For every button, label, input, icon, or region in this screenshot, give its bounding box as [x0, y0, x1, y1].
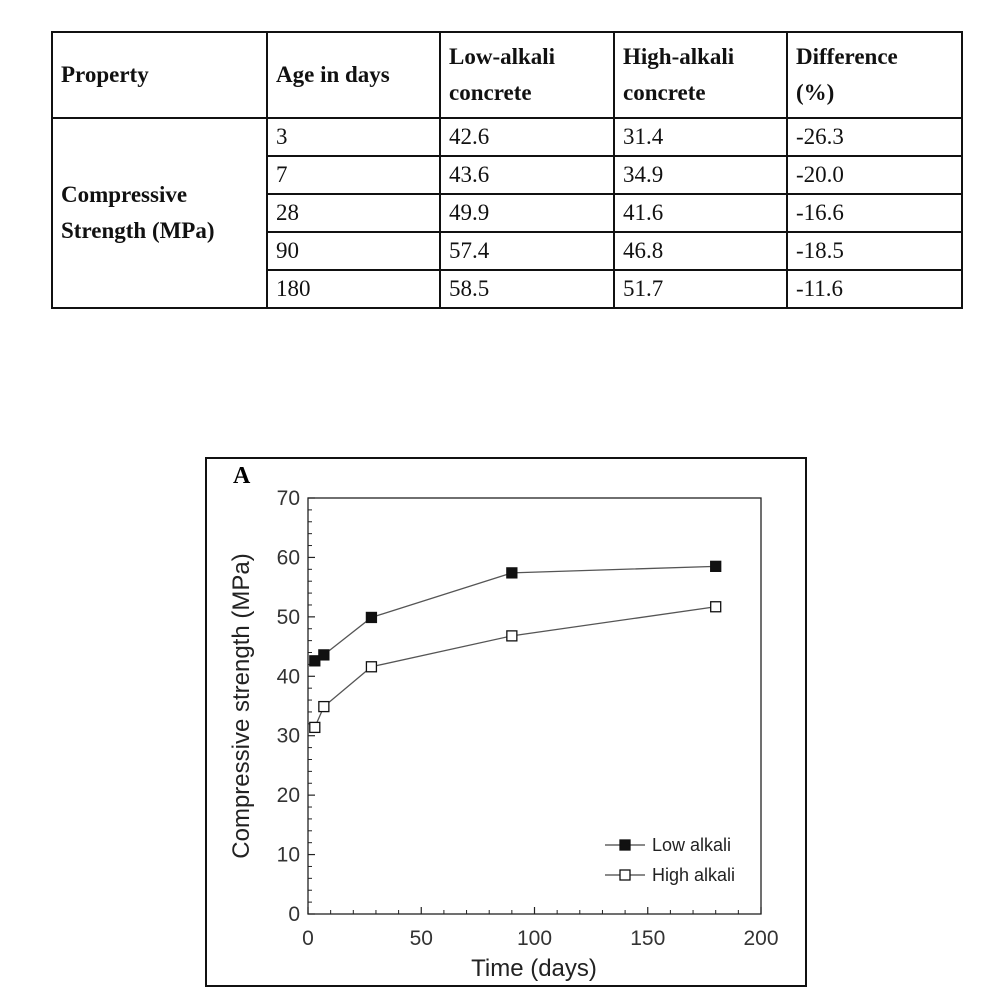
difference-cell: -18.5	[786, 231, 963, 271]
chart-frame	[205, 457, 807, 987]
strength-line-chart: A 0 10 20 30 40 50 60 70 0 50 100 150 200 Compressi…	[228, 463, 779, 982]
y-tick-label: 70	[277, 487, 300, 510]
y-tick-label: 20	[277, 784, 300, 807]
y-tick-label: 30	[277, 725, 300, 748]
header-high-alkali: High-alkali concrete	[613, 31, 788, 119]
x-tick-label: 0	[302, 927, 314, 950]
y-tick-label: 0	[288, 903, 300, 926]
table-row: 28 49.9 41.6 -16.6	[52, 193, 963, 233]
age-cell: 180	[266, 269, 441, 309]
legend-marker	[619, 869, 631, 881]
panel-label: A	[233, 463, 251, 489]
header-difference: Difference (%)	[786, 31, 963, 119]
data-point-low-alkali	[710, 560, 722, 572]
property-cell: Compressive Strength (MPa)	[51, 117, 268, 309]
high-alkali-cell: 41.6	[613, 193, 788, 233]
low-alkali-cell: 43.6	[439, 155, 615, 195]
low-alkali-cell: 58.5	[439, 269, 615, 309]
difference-cell: -11.6	[786, 269, 963, 309]
data-point-high-alkali	[710, 601, 722, 613]
high-alkali-cell: 46.8	[613, 231, 788, 271]
x-tick-label: 150	[630, 927, 665, 950]
legend-label: Low alkali	[652, 835, 731, 855]
age-cell: 3	[266, 117, 441, 157]
high-alkali-cell: 31.4	[613, 117, 788, 157]
x-tick-label: 200	[743, 927, 778, 950]
legend-marker	[619, 839, 631, 851]
low-alkali-cell: 49.9	[439, 193, 615, 233]
age-cell: 28	[266, 193, 441, 233]
table-row: Compressive Strength (MPa) 3 42.6 31.4 -2…	[51, 117, 963, 309]
difference-cell: -20.0	[786, 155, 963, 195]
high-alkali-cell: 51.7	[613, 269, 788, 309]
header-property: Property	[51, 31, 268, 119]
age-cell: 7	[266, 155, 441, 195]
data-point-low-alkali	[309, 655, 321, 667]
y-tick-label: 40	[277, 665, 300, 688]
data-point-low-alkali	[365, 611, 378, 624]
high-alkali-cell: 34.9	[613, 155, 788, 195]
low-alkali-cell: 57.4	[439, 231, 615, 271]
data-point-high-alkali	[309, 721, 321, 734]
table-row: 7 43.6 34.9 -20.0	[52, 155, 963, 195]
low-alkali-cell: 42.6	[439, 117, 615, 157]
data-point-low-alkali	[318, 649, 330, 661]
data-point-high-alkali	[318, 700, 330, 713]
data-point-low-alkali	[506, 567, 518, 579]
y-tick-label: 50	[277, 606, 300, 629]
difference-cell: -26.3	[786, 117, 963, 157]
age-cell: 90	[266, 231, 441, 271]
header-low-alkali: Low-alkali concrete	[439, 31, 615, 119]
legend: Low alkali High alkali	[605, 835, 735, 885]
table-row: 90 57.4 46.8 -18.5	[52, 231, 963, 271]
y-axis-title: Compressive strength (MPa)	[228, 553, 255, 858]
x-tick-label: 50	[410, 927, 433, 950]
table-row: 180 58.5 51.7 -11.6	[52, 269, 963, 309]
x-tick-label: 100	[517, 927, 552, 950]
strength-table: Property Age in days Low-alkali concrete …	[51, 31, 963, 309]
table-header-row: Property Age in days Low-alkali concrete …	[51, 31, 963, 119]
y-tick-label: 60	[277, 546, 300, 569]
data-point-high-alkali	[506, 630, 518, 642]
y-tick-label: 10	[277, 844, 300, 867]
header-age: Age in days	[266, 31, 441, 119]
data-point-high-alkali	[365, 661, 378, 673]
difference-cell: -16.6	[786, 193, 963, 233]
legend-label: High alkali	[652, 865, 735, 885]
x-axis-title: Time (days)	[471, 955, 597, 982]
